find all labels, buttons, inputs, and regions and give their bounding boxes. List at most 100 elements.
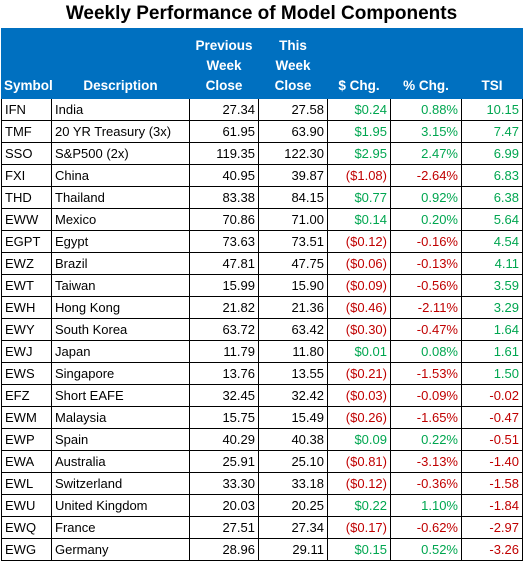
cell-dollar-change: ($0.12): [327, 230, 391, 253]
cell-symbol: TMF: [1, 120, 52, 143]
table-row: EWJ Japan 11.79 11.80 $0.01 0.08% 1.61: [1, 340, 523, 363]
cell-previous-close: 63.72: [189, 318, 259, 341]
cell-previous-close: 20.03: [189, 494, 259, 517]
cell-this-close: 47.75: [258, 252, 328, 275]
cell-dollar-change: $0.09: [327, 428, 391, 451]
cell-previous-close: 27.51: [189, 516, 259, 539]
table-row: EWT Taiwan 15.99 15.90 ($0.09) -0.56% 3.59: [1, 274, 523, 297]
cell-dollar-change: $1.95: [327, 120, 391, 143]
cell-symbol: EWH: [1, 296, 52, 319]
cell-dollar-change: $0.24: [327, 98, 391, 121]
cell-dollar-change: ($0.21): [327, 362, 391, 385]
cell-tsi: 1.50: [461, 362, 523, 385]
header-description: Description: [51, 28, 190, 99]
cell-this-close: 84.15: [258, 186, 328, 209]
cell-percent-change: 0.92%: [390, 186, 462, 209]
cell-percent-change: -0.56%: [390, 274, 462, 297]
cell-this-close: 21.36: [258, 296, 328, 319]
cell-dollar-change: $0.01: [327, 340, 391, 363]
cell-description: Germany: [51, 538, 190, 561]
cell-this-close: 32.42: [258, 384, 328, 407]
cell-percent-change: -0.47%: [390, 318, 462, 341]
cell-tsi: -0.51: [461, 428, 523, 451]
cell-description: United Kingdom: [51, 494, 190, 517]
cell-tsi: -0.47: [461, 406, 523, 429]
cell-description: Malaysia: [51, 406, 190, 429]
cell-description: China: [51, 164, 190, 187]
cell-symbol: EGPT: [1, 230, 52, 253]
header-previous-week-close: Previous Week Close: [189, 28, 259, 99]
cell-dollar-change: ($0.12): [327, 472, 391, 495]
table-row: THD Thailand 83.38 84.15 $0.77 0.92% 6.38: [1, 186, 523, 209]
header-this-line3: Close: [274, 78, 312, 93]
cell-dollar-change: $0.14: [327, 208, 391, 231]
cell-description: Spain: [51, 428, 190, 451]
cell-dollar-change: ($0.46): [327, 296, 391, 319]
table-row: EWW Mexico 70.86 71.00 $0.14 0.20% 5.64: [1, 208, 523, 231]
cell-this-close: 15.90: [258, 274, 328, 297]
cell-tsi: -2.97: [461, 516, 523, 539]
cell-percent-change: 0.88%: [390, 98, 462, 121]
cell-symbol: THD: [1, 186, 52, 209]
table-row: EWQ France 27.51 27.34 ($0.17) -0.62% -2.97: [1, 516, 523, 539]
cell-previous-close: 33.30: [189, 472, 259, 495]
table-row: EWL Switzerland 33.30 33.18 ($0.12) -0.36% -1.…: [1, 472, 523, 495]
cell-previous-close: 13.76: [189, 362, 259, 385]
cell-dollar-change: ($0.17): [327, 516, 391, 539]
header-dollar-change: $ Chg.: [327, 28, 391, 99]
cell-tsi: 4.11: [461, 252, 523, 275]
table-header: Symbol Description Previous Week Close T…: [1, 28, 523, 99]
cell-dollar-change: $0.15: [327, 538, 391, 561]
cell-previous-close: 40.95: [189, 164, 259, 187]
cell-dollar-change: ($0.06): [327, 252, 391, 275]
cell-dollar-change: $0.22: [327, 494, 391, 517]
header-percent-change: % Chg.: [390, 28, 462, 99]
cell-description: South Korea: [51, 318, 190, 341]
cell-symbol: EWU: [1, 494, 52, 517]
cell-dollar-change: $2.95: [327, 142, 391, 165]
cell-dollar-change: ($0.81): [327, 450, 391, 473]
header-tsi: TSI: [461, 28, 523, 99]
cell-description: India: [51, 98, 190, 121]
cell-percent-change: 0.08%: [390, 340, 462, 363]
report-title: Weekly Performance of Model Components: [0, 0, 523, 28]
header-this-line1: This: [279, 38, 307, 53]
cell-percent-change: -0.62%: [390, 516, 462, 539]
cell-description: France: [51, 516, 190, 539]
cell-percent-change: -2.11%: [390, 296, 462, 319]
cell-this-close: 63.42: [258, 318, 328, 341]
table-row: EWU United Kingdom 20.03 20.25 $0.22 1.10% -1.…: [1, 494, 523, 517]
cell-symbol: EWQ: [1, 516, 52, 539]
cell-percent-change: 3.15%: [390, 120, 462, 143]
cell-percent-change: 2.47%: [390, 142, 462, 165]
performance-table: Symbol Description Previous Week Close T…: [1, 28, 523, 561]
cell-percent-change: 0.52%: [390, 538, 462, 561]
cell-percent-change: 0.20%: [390, 208, 462, 231]
cell-this-close: 63.90: [258, 120, 328, 143]
cell-this-close: 33.18: [258, 472, 328, 495]
cell-symbol: SSO: [1, 142, 52, 165]
cell-previous-close: 21.82: [189, 296, 259, 319]
cell-previous-close: 47.81: [189, 252, 259, 275]
cell-dollar-change: ($0.26): [327, 406, 391, 429]
cell-previous-close: 15.75: [189, 406, 259, 429]
cell-symbol: EWY: [1, 318, 52, 341]
cell-tsi: 5.64: [461, 208, 523, 231]
cell-symbol: FXI: [1, 164, 52, 187]
cell-percent-change: 0.22%: [390, 428, 462, 451]
cell-this-close: 39.87: [258, 164, 328, 187]
table-row: EFZ Short EAFE 32.45 32.42 ($0.03) -0.09% -0.0…: [1, 384, 523, 407]
cell-percent-change: -2.64%: [390, 164, 462, 187]
cell-description: Hong Kong: [51, 296, 190, 319]
header-previous-line3: Close: [205, 78, 243, 93]
table-row: FXI China 40.95 39.87 ($1.08) -2.64% 6.83: [1, 164, 523, 187]
cell-symbol: IFN: [1, 98, 52, 121]
cell-percent-change: -1.65%: [390, 406, 462, 429]
cell-this-close: 13.55: [258, 362, 328, 385]
cell-percent-change: -0.09%: [390, 384, 462, 407]
cell-dollar-change: ($0.09): [327, 274, 391, 297]
cell-this-close: 29.11: [258, 538, 328, 561]
table-row: TMF 20 YR Treasury (3x) 61.95 63.90 $1.95 3.1…: [1, 120, 523, 143]
cell-tsi: -1.40: [461, 450, 523, 473]
